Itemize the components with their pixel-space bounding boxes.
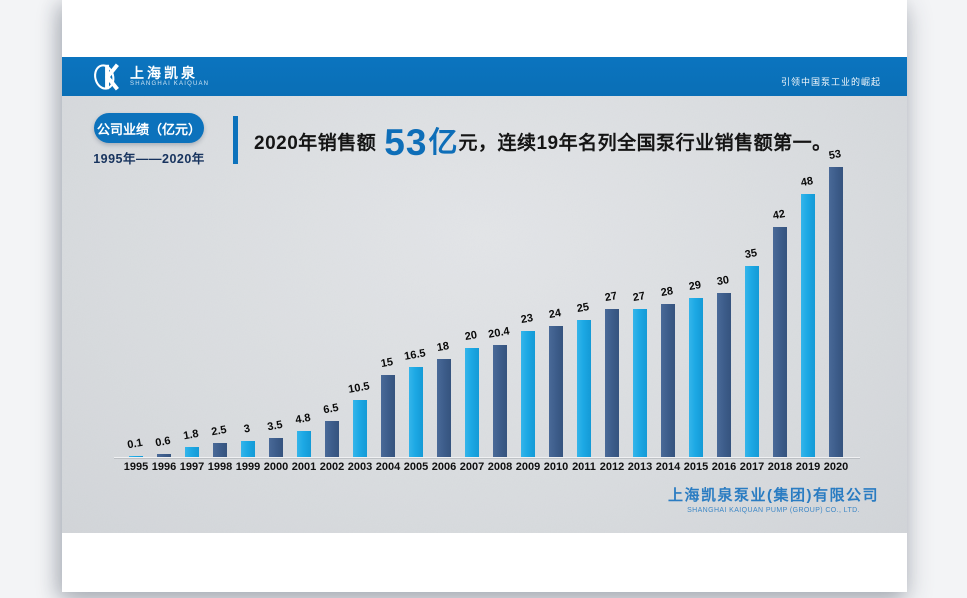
bar-value-2003: 10.5 bbox=[347, 380, 371, 396]
year-label-2019: 2019 bbox=[795, 461, 821, 473]
year-label-2000: 2000 bbox=[263, 461, 289, 473]
year-label-2007: 2007 bbox=[459, 461, 485, 473]
logo-name-cn: 上海凯泉 bbox=[130, 65, 198, 81]
bar-1995 bbox=[129, 456, 143, 457]
year-label-1997: 1997 bbox=[179, 461, 205, 473]
year-label-2005: 2005 bbox=[403, 461, 429, 473]
bar-1999 bbox=[241, 441, 255, 457]
bar-2001 bbox=[297, 431, 311, 457]
bar-2006 bbox=[437, 359, 451, 457]
year-label-2015: 2015 bbox=[683, 461, 709, 473]
footer-company-en: SHANGHAI KAIQUAN PUMP (GROUP) CO., LTD. bbox=[687, 507, 860, 514]
bar-2019 bbox=[801, 194, 815, 457]
title-badge-label: 公司业绩（亿元） bbox=[96, 121, 201, 137]
bar-2012 bbox=[605, 309, 619, 457]
footer-company: 上海凯泉泵业(集团)有限公司 SHANGHAI KAIQUAN PUMP (GR… bbox=[668, 484, 879, 514]
logo-text-block: 上海凯泉 SHANGHAI KAIQUAN bbox=[130, 66, 209, 88]
headline-prefix: 2020年销售额 bbox=[254, 133, 377, 155]
year-label-2009: 2009 bbox=[515, 461, 541, 473]
slide-body: 公司业绩（亿元） 1995年——2020年 2020年销售额 53 亿 元，连续… bbox=[62, 96, 907, 533]
bar-value-2002: 6.5 bbox=[322, 401, 340, 417]
logo-name-en: SHANGHAI KAIQUAN bbox=[130, 81, 210, 87]
bar-2005 bbox=[409, 367, 423, 457]
year-label-1995: 1995 bbox=[123, 461, 149, 473]
bar-2020 bbox=[829, 167, 843, 457]
sales-bar-chart: 0.1 1995 0.6 1996 1.8 1997 2.5 1998 3 1999 3.5 2000… bbox=[62, 96, 907, 533]
header-slogan: 引领中国泵工业的崛起 bbox=[780, 77, 881, 87]
year-label-2002: 2002 bbox=[319, 461, 345, 473]
bar-2008 bbox=[493, 345, 507, 457]
bar-1998 bbox=[213, 443, 227, 457]
year-label-2010: 2010 bbox=[543, 461, 569, 473]
bar-2011 bbox=[577, 320, 591, 457]
bar-2016 bbox=[717, 293, 731, 457]
headline-divider bbox=[233, 116, 238, 164]
bar-value-2016: 30 bbox=[715, 274, 731, 289]
company-logo: 上海凯泉 SHANGHAI KAIQUAN bbox=[92, 61, 209, 93]
bar-2014 bbox=[661, 304, 675, 457]
year-label-2013: 2013 bbox=[627, 461, 653, 473]
year-label-2020: 2020 bbox=[823, 461, 849, 473]
year-label-2018: 2018 bbox=[767, 461, 793, 473]
bar-value-2020: 53 bbox=[827, 148, 843, 163]
footer-company-cn: 上海凯泉泵业(集团)有限公司 bbox=[668, 487, 879, 504]
bar-2000 bbox=[269, 438, 283, 457]
bar-value-2017: 35 bbox=[743, 247, 759, 262]
bar-2018 bbox=[773, 227, 787, 457]
bar-2010 bbox=[549, 326, 563, 457]
year-label-2004: 2004 bbox=[375, 461, 401, 473]
year-label-2003: 2003 bbox=[347, 461, 373, 473]
year-label-1998: 1998 bbox=[207, 461, 233, 473]
bar-2002 bbox=[325, 421, 339, 457]
year-range-label: 1995年——2020年 bbox=[93, 152, 205, 166]
year-label-2012: 2012 bbox=[599, 461, 625, 473]
headline-big-unit: 亿 bbox=[428, 127, 458, 160]
x-axis-line bbox=[114, 457, 860, 458]
year-label-2008: 2008 bbox=[487, 461, 513, 473]
slide-page: 上海凯泉 SHANGHAI KAIQUAN 引领中国泵工业的崛起 公司业绩（亿元… bbox=[62, 0, 907, 592]
year-label-2001: 2001 bbox=[291, 461, 317, 473]
bar-2007 bbox=[465, 348, 479, 457]
bar-2017 bbox=[745, 266, 759, 457]
year-label-2011: 2011 bbox=[572, 461, 596, 473]
bar-2009 bbox=[521, 331, 535, 457]
bar-2013 bbox=[633, 309, 647, 457]
bar-value-2019: 48 bbox=[799, 175, 815, 190]
headline-big-number: 53 bbox=[384, 121, 428, 163]
slide-header-band: 上海凯泉 SHANGHAI KAIQUAN 引领中国泵工业的崛起 bbox=[62, 57, 907, 96]
kaiquan-logo-icon bbox=[94, 63, 119, 91]
bar-2004 bbox=[381, 375, 395, 457]
year-label-2014: 2014 bbox=[655, 461, 681, 473]
bar-2015 bbox=[689, 298, 703, 457]
year-label-2016: 2016 bbox=[711, 461, 737, 473]
title-badge: 公司业绩（亿元） bbox=[94, 113, 204, 143]
bar-1996 bbox=[157, 454, 171, 457]
year-label-1996: 1996 bbox=[151, 461, 177, 473]
bar-2003 bbox=[353, 400, 367, 457]
bar-value-2018: 42 bbox=[771, 208, 787, 223]
headline-suffix: 元，连续19年名列全国泵行业销售额第一。 bbox=[458, 133, 832, 155]
bar-1997 bbox=[185, 447, 199, 457]
year-label-2017: 2017 bbox=[739, 461, 765, 473]
year-label-1999: 1999 bbox=[235, 461, 261, 473]
headline: 2020年销售额 53 亿 元，连续19年名列全国泵行业销售额第一。 bbox=[254, 112, 832, 163]
year-label-2006: 2006 bbox=[431, 461, 457, 473]
